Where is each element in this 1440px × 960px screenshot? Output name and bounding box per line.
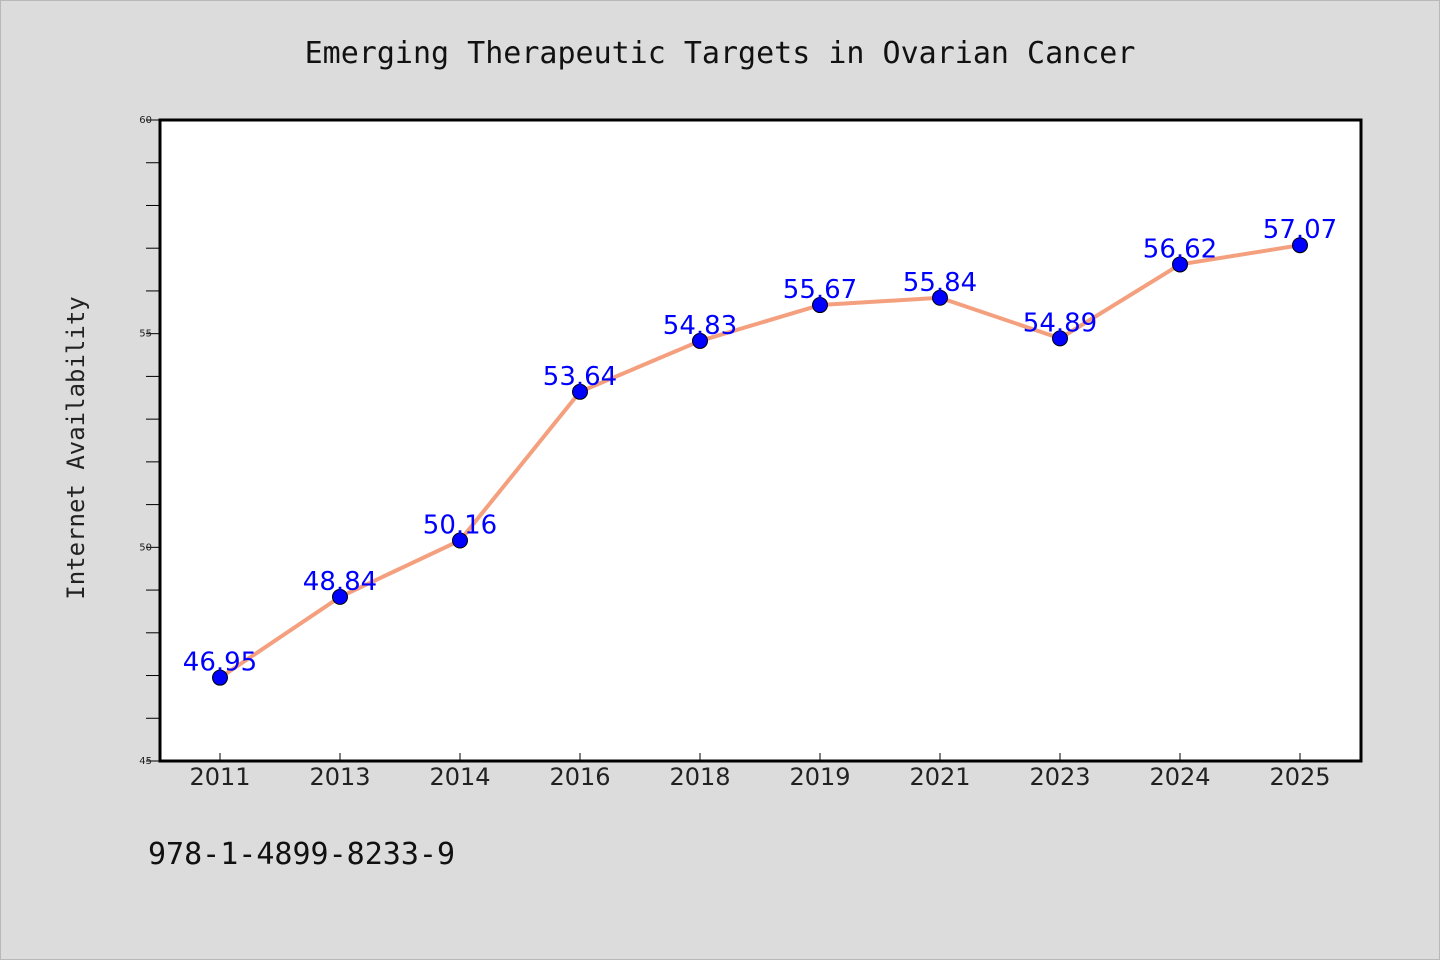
data-label: 55.84 [903,268,977,298]
data-point [1292,237,1308,254]
data-point [1052,330,1068,347]
x-tick-label: 2011 [189,763,250,791]
y-axis-label: Internet Availability [62,296,90,599]
x-tick-label: 2021 [909,763,970,791]
data-label: 57.07 [1263,215,1337,245]
x-tick-label: 2013 [309,763,370,791]
series-group [212,237,1308,686]
y-tick-label: 55 [139,329,152,340]
x-tick-label: 2018 [669,763,730,791]
data-point [332,588,348,605]
footer-isbn: 978-1-4899-8233-9 [148,837,455,872]
data-label: 55.67 [783,275,857,305]
x-tick-label: 2019 [789,763,850,791]
data-point [572,383,588,400]
plot-area [158,118,1363,763]
data-label: 50.16 [423,510,497,540]
x-tick-label: 2025 [1269,763,1330,791]
x-tick-label: 2014 [429,763,490,791]
data-labels: 46.95 48.84 50.16 53.64 54.83 55.67 55.84 54.89… [183,215,1337,677]
data-point [692,332,708,349]
data-label: 56.62 [1143,234,1217,264]
data-point [932,289,948,306]
x-axis-ticks: 2011 2013 2014 2016 2018 2019 2021 2023 2024 2025 [189,753,1331,791]
data-label: 53.64 [543,362,617,392]
y-axis-ticks: 45 50 55 60 [139,115,160,767]
data-point [212,669,228,686]
data-label: 54.89 [1023,308,1097,338]
x-tick-label: 2023 [1029,763,1090,791]
x-tick-label: 2016 [549,763,610,791]
data-label: 46.95 [183,648,257,678]
data-point [452,532,468,549]
x-tick-label: 2024 [1149,763,1210,791]
series-line [218,243,1302,680]
y-tick-label: 60 [139,115,152,126]
data-label: 54.83 [663,311,737,341]
y-tick-label: 50 [139,542,152,553]
data-point [1172,256,1188,273]
y-tick-label: 45 [139,756,152,767]
data-label: 48.84 [303,567,377,597]
data-point [812,297,828,314]
chart-title: Emerging Therapeutic Targets in Ovarian … [305,36,1136,71]
